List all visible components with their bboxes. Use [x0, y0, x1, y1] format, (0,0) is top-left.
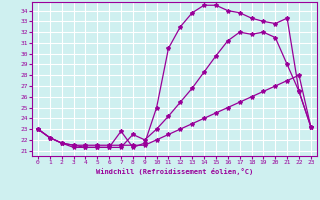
X-axis label: Windchill (Refroidissement éolien,°C): Windchill (Refroidissement éolien,°C) — [96, 168, 253, 175]
